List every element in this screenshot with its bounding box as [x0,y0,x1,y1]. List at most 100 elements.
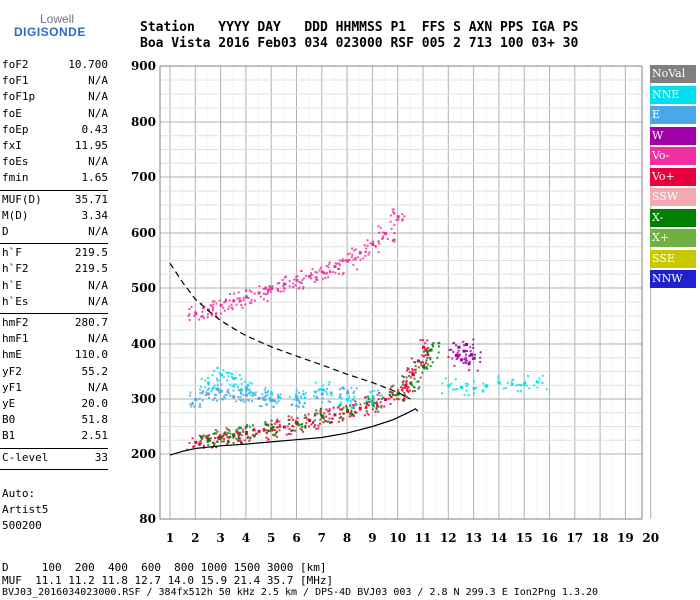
echo-dot [216,387,219,390]
echo-dot [441,382,444,385]
param-row: C-level 33 [2,451,108,467]
echo-dot [258,285,261,288]
echo-dot [354,248,357,251]
echo-dot [427,349,430,352]
echo-dot [198,441,201,444]
echo-dot [245,290,248,293]
y-tick-label: 500 [131,281,156,295]
param-value: N/A [88,155,108,169]
echo-dot [322,384,325,387]
echo-dot [204,379,207,382]
echo-dot [379,394,382,397]
data-point [346,259,350,263]
echo-dot [190,405,193,408]
echo-dot [254,394,257,397]
param-value: 2.51 [81,429,109,443]
echo-dot [244,426,247,429]
echo-dot [410,371,413,374]
echo-dot [329,392,332,395]
data-point [346,398,350,401]
echo-dot [393,223,396,226]
echo-dot [245,288,248,291]
echo-dot [323,412,326,415]
data-point [244,385,248,389]
data-point [472,356,476,360]
echo-dot [262,398,265,401]
echo-dot [227,375,230,378]
x-tick-label: 10 [389,531,406,545]
echo-dot [253,292,256,295]
echo-dot [328,261,331,264]
x-tick-label: 7 [318,531,326,545]
echo-dot [211,388,214,391]
echo-dot [336,406,339,409]
echo-dot [205,437,208,440]
echo-dot [225,371,228,374]
param-value: N/A [88,294,108,308]
echo-dot [390,385,393,388]
param-key: h`E [2,278,22,292]
echo-dot [239,300,242,303]
data-point [232,395,236,399]
echo-dot [267,430,270,433]
echo-dot [456,356,459,359]
param-value: N/A [88,332,108,346]
echo-dot [545,388,548,391]
header-line2: Boa Vista 2016 Feb03 034 023000 RSF 005 … [140,36,579,51]
echo-dot [284,283,287,286]
echo-dot [406,369,409,372]
echo-dot [240,442,243,445]
echo-dot [193,314,196,317]
echo-dot [401,383,404,386]
echo-dot [377,251,380,254]
echo-dot [215,314,218,317]
echo-dot [187,314,190,317]
echo-dot [421,354,424,357]
echo-dot [337,420,340,423]
echo-dot [219,312,222,315]
x-tick-label: 9 [368,531,376,545]
echo-dot [249,437,252,440]
echo-dot [417,366,420,369]
echo-dot [468,369,471,372]
echo-dot [299,395,302,398]
echo-dot [279,393,282,396]
echo-dot [225,427,228,430]
echo-dot [264,395,267,398]
echo-dot [393,232,396,235]
data-point [219,389,223,393]
echo-dot [253,427,256,430]
echo-dot [390,227,393,230]
echo-dot [285,275,288,278]
echo-dot [301,279,304,282]
echo-dot [313,390,316,393]
param-value: 11.95 [74,139,108,152]
echo-dot [338,405,341,408]
echo-dot [468,360,471,363]
echo-dot [288,428,291,431]
echo-dot [265,429,268,432]
echo-dot [199,439,202,442]
echo-dot [405,389,408,392]
echo-dot [322,389,325,392]
echo-dot [381,237,384,240]
echo-dot [426,357,429,360]
echo-dot [272,426,275,429]
data-point [396,215,400,219]
echo-dot [222,306,225,309]
param-value: 1.65 [81,171,109,185]
echo-dot [464,358,467,361]
echo-dot [296,275,299,278]
echo-dot [210,390,213,393]
echo-dot [527,374,530,377]
echo-dot [299,423,302,426]
echo-dot [276,430,279,433]
echo-dot [359,403,362,406]
echo-dot [473,380,476,383]
echo-dot [206,434,209,437]
echo-dot [240,399,243,402]
echo-dot [331,417,334,420]
echo-dot [228,372,231,375]
echo-dot [325,265,328,268]
data-point [295,398,299,401]
